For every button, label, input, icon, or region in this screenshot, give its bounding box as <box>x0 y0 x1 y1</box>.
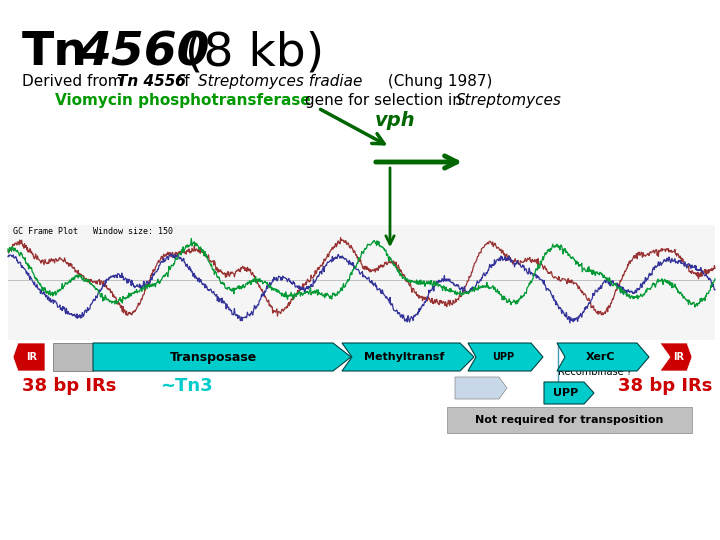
Polygon shape <box>468 343 543 371</box>
Polygon shape <box>544 382 594 404</box>
Text: UPP: UPP <box>554 388 579 398</box>
Text: Resolvase?: Resolvase? <box>454 413 508 423</box>
Text: Not required for transposition: Not required for transposition <box>474 415 663 425</box>
Text: Transposase: Transposase <box>169 350 256 363</box>
Text: 4560: 4560 <box>78 30 210 75</box>
Text: Tn: Tn <box>22 30 88 75</box>
Polygon shape <box>13 343 45 371</box>
Bar <box>53 343 93 371</box>
Text: Tn 4556: Tn 4556 <box>117 74 186 89</box>
Text: Methyltransf: Methyltransf <box>364 352 444 362</box>
Text: gene for selection in: gene for selection in <box>300 93 467 108</box>
Text: Viomycin phosphotransferase: Viomycin phosphotransferase <box>55 93 311 108</box>
Text: Derived from: Derived from <box>22 74 127 89</box>
Text: UPP: UPP <box>492 352 514 362</box>
FancyBboxPatch shape <box>447 407 692 433</box>
Polygon shape <box>342 343 474 371</box>
Text: IR: IR <box>27 352 37 362</box>
Text: vph: vph <box>375 111 415 130</box>
Text: ~Tn3: ~Tn3 <box>160 377 212 395</box>
Text: 38 bp IRs: 38 bp IRs <box>22 377 117 395</box>
Text: GC Frame Plot   Window size: 150: GC Frame Plot Window size: 150 <box>13 227 173 236</box>
Text: 38 bp IRs: 38 bp IRs <box>618 377 712 395</box>
Polygon shape <box>660 343 692 371</box>
Polygon shape <box>557 343 649 371</box>
Bar <box>8 225 715 340</box>
Polygon shape <box>455 377 507 399</box>
Text: IR: IR <box>673 352 685 362</box>
Text: (Chung 1987): (Chung 1987) <box>383 74 492 89</box>
Text: Streptomyces: Streptomyces <box>456 93 562 108</box>
Text: Streptomyces fradiae: Streptomyces fradiae <box>198 74 362 89</box>
Polygon shape <box>93 343 351 371</box>
Text: of: of <box>170 74 199 89</box>
Text: XerC: XerC <box>586 352 616 362</box>
Text: Recombinase ?: Recombinase ? <box>558 367 632 377</box>
Text: (8 kb): (8 kb) <box>170 30 324 75</box>
